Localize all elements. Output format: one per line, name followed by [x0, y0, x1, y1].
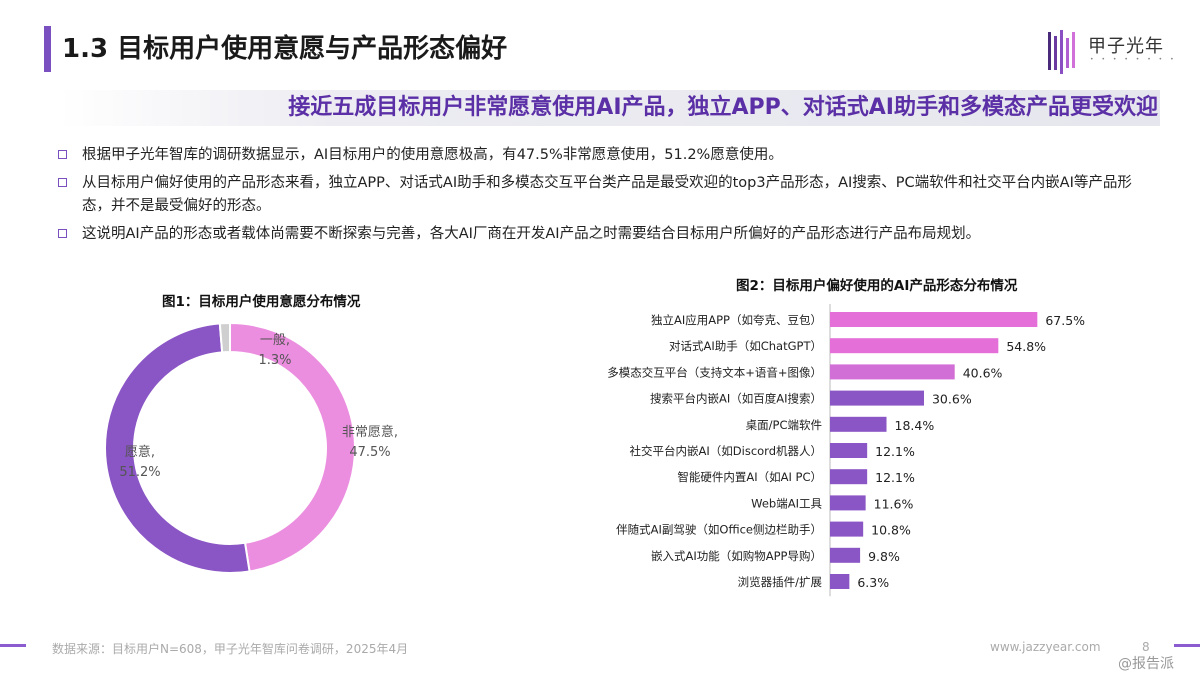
data-source: 数据来源：目标用户N=608，甲子光年智库问卷调研，2025年4月: [52, 642, 409, 656]
donut-slice: [104, 322, 251, 574]
bar-category-label: 社交平台内嵌AI（如Discord机器人）: [630, 444, 822, 458]
bar: [830, 312, 1038, 327]
donut-category-label: 一般,: [260, 332, 290, 348]
square-bullet-icon: [58, 178, 67, 187]
bullet-list: 根据甲子光年智库的调研数据显示，AI目标用户的使用意愿极高，有47.5%非常愿意…: [58, 144, 1158, 251]
bar-category-label: 智能硬件内置AI（如AI PC）: [677, 470, 822, 484]
bar-category-label: 搜索平台内嵌AI（如百度AI搜索）: [650, 392, 822, 406]
donut-slice: [229, 321, 356, 573]
footer-accent-right: [1174, 644, 1200, 647]
site-url: www.jazzyear.com: [990, 640, 1101, 654]
bar-value-label: 12.1%: [875, 470, 915, 485]
bar-category-label: 嵌入式AI功能（如购物APP导购）: [651, 549, 822, 563]
donut-value-label: 1.3%: [258, 353, 291, 368]
bar-value-label: 54.8%: [1006, 339, 1046, 354]
bar: [830, 390, 924, 406]
bar-chart-title: 图2：目标用户偏好使用的AI产品形态分布情况: [736, 278, 1018, 294]
donut-category-label: 非常愿意,: [342, 424, 398, 440]
donut-chart: 非常愿意, 47.5% 愿意, 51.2% 一般, 1.3%: [104, 321, 398, 574]
donut-value-label: 47.5%: [349, 445, 390, 460]
bar-value-label: 6.3%: [857, 575, 889, 590]
bar-value-label: 67.5%: [1045, 313, 1085, 328]
watermark: @报告派: [1118, 656, 1174, 672]
bar-category-label: 独立AI应用APP（如夸克、豆包）: [651, 313, 822, 327]
bar-category-label: 伴随式AI副驾驶（如Office侧边栏助手）: [616, 523, 822, 537]
bullet-item: 这说明AI产品的形态或者载体尚需要不断探索与完善，各大AI厂商在开发AI产品之时…: [58, 223, 1158, 246]
bar: [830, 469, 868, 485]
bar: [830, 574, 850, 589]
bar-value-label: 11.6%: [874, 496, 914, 511]
bar-value-label: 30.6%: [932, 392, 972, 407]
subtitle: 接近五成目标用户非常愿意使用AI产品，独立APP、对话式AI助手和多模态产品更受…: [288, 95, 1158, 120]
donut-category-label: 愿意,: [125, 444, 155, 460]
bullet-item: 根据甲子光年智库的调研数据显示，AI目标用户的使用意愿极高，有47.5%非常愿意…: [58, 144, 1158, 167]
bar-category-label: 多模态交互平台（支持文本+语音+图像）: [607, 365, 822, 379]
bar-chart: 独立AI应用APP（如夸克、豆包） 67.5% 对话式AI助手（如ChatGPT） 5…: [607, 304, 1085, 597]
logo-subtext-mark: • • • • • • • •: [1090, 56, 1177, 63]
bullet-text: 根据甲子光年智库的调研数据显示，AI目标用户的使用意愿极高，有47.5%非常愿意…: [82, 147, 783, 163]
bar: [830, 338, 999, 354]
logo-text: 甲子光年: [1088, 36, 1164, 57]
bar: [830, 416, 887, 432]
bar-value-label: 9.8%: [868, 549, 900, 564]
donut-chart-title: 图1：目标用户使用意愿分布情况: [162, 294, 361, 310]
bar-value-label: 10.8%: [871, 523, 911, 538]
bar-category-label: 桌面/PC端软件: [746, 418, 822, 432]
page-title: 1.3 目标用户使用意愿与产品形态偏好: [62, 34, 508, 64]
subtitle-band: [60, 90, 1160, 126]
page-number: 8: [1142, 640, 1150, 654]
bar-value-label: 18.4%: [895, 418, 935, 433]
bar: [830, 364, 955, 380]
bar-value-label: 12.1%: [875, 444, 915, 459]
bar-category-label: 对话式AI助手（如ChatGPT）: [669, 339, 822, 353]
bar: [830, 443, 868, 458]
bar: [830, 521, 864, 537]
donut-slice: [218, 321, 231, 354]
bar: [830, 495, 866, 511]
bar-category-label: 浏览器插件/扩展: [738, 575, 823, 589]
bullet-text: 从目标用户偏好使用的产品形态来看，独立APP、对话式AI助手和多模态交互平台类产…: [82, 175, 1132, 214]
bar-value-label: 40.6%: [963, 365, 1003, 380]
bar-category-label: Web端AI工具: [751, 496, 822, 510]
donut-value-label: 51.2%: [119, 465, 160, 480]
bullet-text: 这说明AI产品的形态或者载体尚需要不断探索与完善，各大AI厂商在开发AI产品之时…: [82, 226, 981, 242]
bullet-item: 从目标用户偏好使用的产品形态来看，独立APP、对话式AI助手和多模态交互平台类产…: [58, 172, 1158, 218]
title-accent-bar: [44, 26, 51, 72]
footer-accent-left: [0, 644, 26, 647]
bar: [830, 547, 861, 563]
square-bullet-icon: [58, 150, 67, 159]
jazzyear-logo-icon: [1048, 30, 1075, 74]
square-bullet-icon: [58, 229, 67, 238]
